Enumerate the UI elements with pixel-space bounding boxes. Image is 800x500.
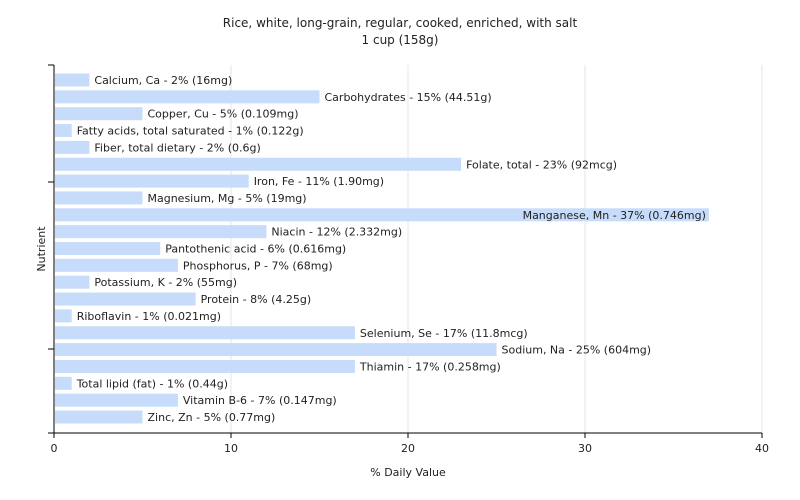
bar-label: Thiamin - 17% (0.258mg) (359, 360, 501, 373)
bar (55, 326, 355, 340)
bars: Calcium, Ca - 2% (16mg) Carbohydrates - 1… (55, 73, 709, 424)
bar-label: Fatty acids, total saturated - 1% (0.122… (77, 125, 304, 138)
bar-label: Magnesium, Mg - 5% (19mg) (148, 192, 307, 205)
x-tick-label: 10 (224, 442, 238, 455)
bar (55, 376, 72, 390)
x-tick-label: 0 (51, 442, 58, 455)
chart-subtitle: 1 cup (158g) (362, 33, 439, 47)
bar (55, 208, 709, 222)
bar (55, 292, 196, 306)
bar-label: Folate, total - 23% (92mcg) (466, 158, 617, 171)
bar (55, 410, 143, 424)
bar (55, 191, 143, 205)
bar (55, 359, 355, 373)
bar-label: Potassium, K - 2% (55mg) (94, 276, 237, 289)
bar-label: Fiber, total dietary - 2% (0.6g) (94, 141, 260, 154)
y-axis-ticks (48, 64, 54, 434)
x-tick-label: 30 (578, 442, 592, 455)
bar-label: Vitamin B-6 - 7% (0.147mg) (183, 394, 337, 407)
bar-label: Manganese, Mn - 37% (0.746mg) (523, 209, 706, 222)
bar-label: Niacin - 12% (2.332mg) (271, 226, 402, 239)
bar (55, 174, 249, 188)
bar-label: Calcium, Ca - 2% (16mg) (94, 74, 232, 87)
bar-label: Iron, Fe - 11% (1.90mg) (254, 175, 384, 188)
bar (55, 242, 161, 255)
bar (55, 90, 320, 104)
bar (55, 124, 72, 138)
bar (55, 107, 143, 121)
bar (55, 343, 497, 357)
x-axis-label: % Daily Value (370, 466, 446, 479)
chart-title: Rice, white, long-grain, regular, cooked… (223, 16, 578, 30)
bar-label: Zinc, Zn - 5% (0.77mg) (148, 411, 276, 424)
x-tick-label: 20 (401, 442, 415, 455)
x-axis-ticks: 0 10 20 30 40 (51, 433, 769, 455)
x-tick-label: 40 (755, 442, 769, 455)
bar-label: Total lipid (fat) - 1% (0.44g) (76, 377, 228, 390)
bar (55, 157, 462, 171)
bar-label: Selenium, Se - 17% (11.8mcg) (360, 327, 528, 340)
bar-label: Sodium, Na - 25% (604mg) (502, 344, 652, 357)
bar (55, 140, 90, 154)
bar-label: Pantothenic acid - 6% (0.616mg) (165, 243, 346, 256)
bar (55, 393, 178, 407)
bar-label: Riboflavin - 1% (0.021mg) (77, 310, 221, 323)
bar-label: Protein - 8% (4.25g) (201, 293, 312, 306)
bar (55, 258, 178, 272)
bar-label: Phosphorus, P - 7% (68mg) (183, 259, 333, 272)
bar (55, 73, 90, 87)
bar-label: Copper, Cu - 5% (0.109mg) (148, 108, 299, 121)
bar (55, 225, 267, 239)
bar (55, 275, 90, 289)
bar-label: Carbohydrates - 15% (44.51g) (325, 91, 492, 104)
y-axis-label: Nutrient (35, 226, 48, 272)
bar (55, 309, 72, 323)
